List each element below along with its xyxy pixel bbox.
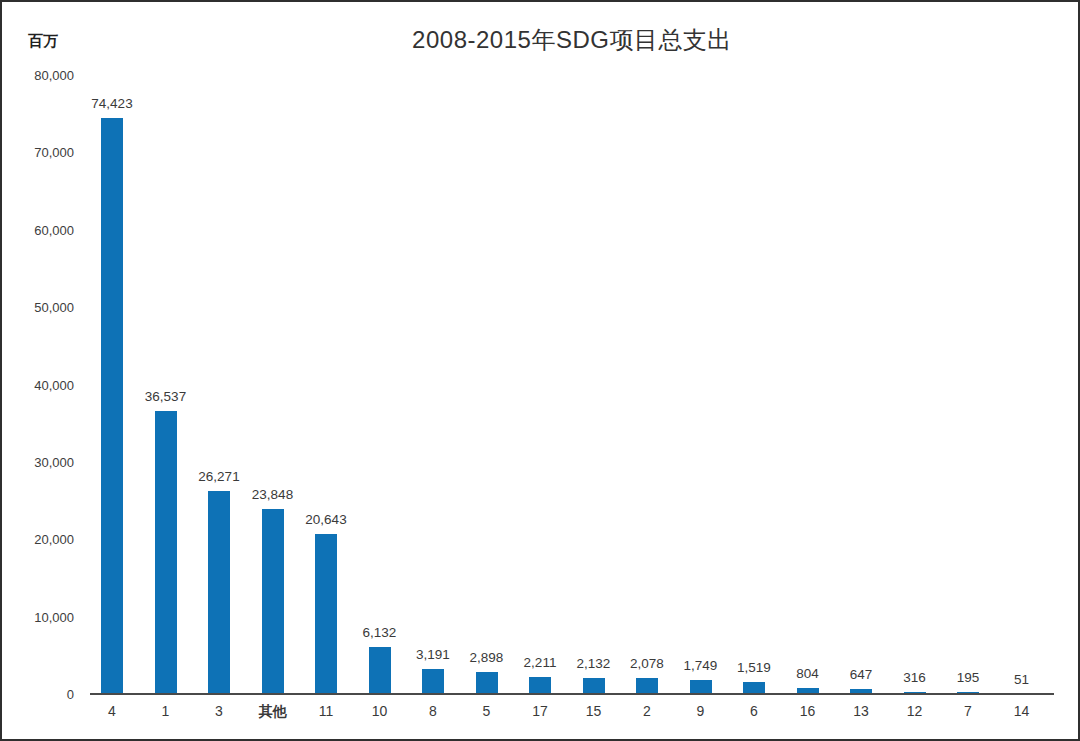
y-axis-unit-label: 百万 (28, 32, 58, 51)
bar (529, 677, 551, 694)
bar (690, 680, 712, 694)
x-category-label: 1 (136, 703, 196, 719)
bar-value-label: 74,423 (67, 96, 157, 111)
x-category-label: 5 (457, 703, 517, 719)
x-category-label: 4 (82, 703, 142, 719)
bar (422, 669, 444, 694)
bar-value-label: 23,848 (228, 487, 318, 502)
y-tick-label: 80,000 (2, 67, 74, 85)
x-category-label: 7 (938, 703, 998, 719)
bar-value-label: 6,132 (335, 625, 425, 640)
x-category-label: 其他 (243, 703, 303, 721)
bar (208, 491, 230, 694)
bar-value-label: 51 (977, 672, 1067, 687)
bar (101, 118, 123, 694)
y-tick-label: 50,000 (2, 299, 74, 317)
x-category-label: 13 (831, 703, 891, 719)
x-category-label: 15 (564, 703, 624, 719)
y-tick-label: 40,000 (2, 377, 74, 395)
x-category-label: 17 (510, 703, 570, 719)
bar (155, 411, 177, 694)
x-category-label: 9 (671, 703, 731, 719)
bar (583, 678, 605, 694)
x-category-label: 3 (189, 703, 249, 719)
x-category-label: 6 (724, 703, 784, 719)
y-tick-label: 20,000 (2, 531, 74, 549)
chart-title: 2008-2015年SDG项目总支出 (90, 24, 1054, 56)
bar (636, 678, 658, 694)
y-tick-label: 10,000 (2, 609, 74, 627)
x-category-label: 16 (778, 703, 838, 719)
x-category-label: 8 (403, 703, 463, 719)
y-tick-label: 60,000 (2, 222, 74, 240)
x-category-label: 11 (296, 703, 356, 719)
bar (476, 672, 498, 694)
x-category-label: 14 (992, 703, 1052, 719)
bar (262, 509, 284, 694)
bar-chart-figure: 百万 2008-2015年SDG项目总支出 0 10,000 20,000 30,00… (0, 0, 1080, 741)
x-axis-line (90, 693, 1054, 695)
y-tick-label: 0 (2, 686, 74, 704)
bar-value-label: 20,643 (281, 512, 371, 527)
x-category-label: 12 (885, 703, 945, 719)
bar-value-label: 26,271 (174, 469, 264, 484)
bar (315, 534, 337, 694)
y-tick-label: 70,000 (2, 144, 74, 162)
bar-value-label: 36,537 (121, 389, 211, 404)
x-category-label: 10 (350, 703, 410, 719)
x-category-label: 2 (617, 703, 677, 719)
y-tick-label: 30,000 (2, 454, 74, 472)
